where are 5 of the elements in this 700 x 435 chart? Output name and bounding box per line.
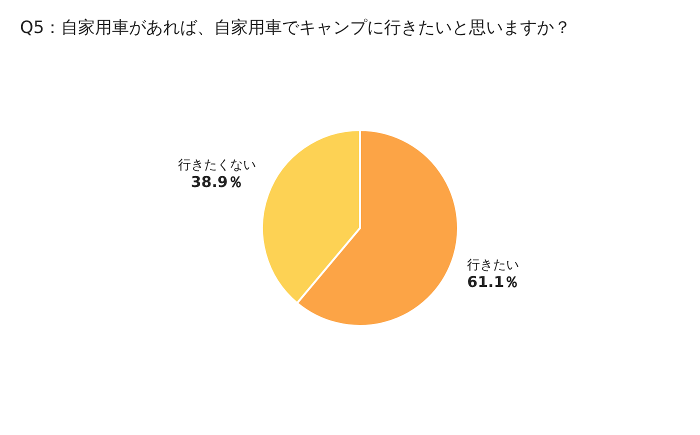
slice-label: 行きたい [467,258,520,274]
slice-label: 行きたくない [178,158,256,173]
data-label: 38.9％ [190,172,243,191]
data-label: 61.1％ [467,273,520,292]
chart-title: Q5：自家用車があれば、自家用車でキャンプに行きたいと思いますか？ [20,17,572,39]
